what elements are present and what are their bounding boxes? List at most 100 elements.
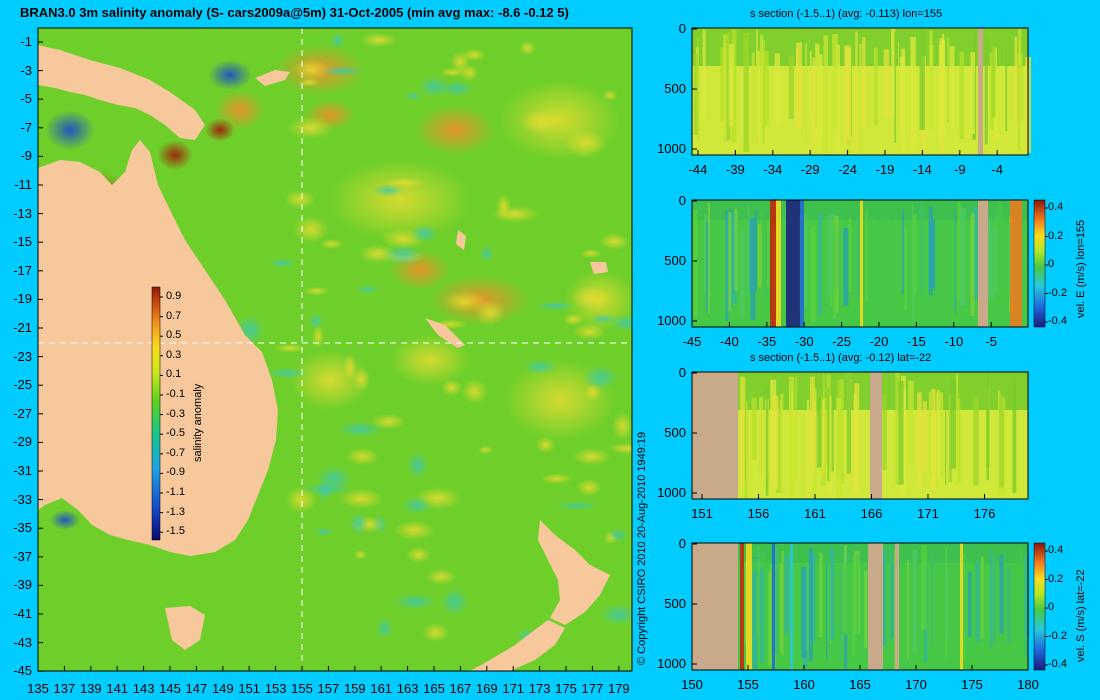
- section-jet: [770, 200, 776, 327]
- map-texture-patch: [496, 193, 512, 219]
- lon-tick-label: 135: [27, 681, 49, 696]
- salinity-map: [38, 28, 632, 671]
- section-streak: [744, 377, 746, 480]
- section-streak: [920, 201, 924, 294]
- vel-colorbar-tick-label: 0.4: [1048, 201, 1064, 213]
- section-y-tick-label: 500: [664, 596, 686, 611]
- map-texture-patch: [402, 92, 424, 101]
- section-streak: [726, 31, 731, 141]
- section-streak: [826, 563, 828, 661]
- lon-tick-label: 177: [581, 681, 604, 696]
- section-streak: [922, 401, 927, 472]
- section-land: [895, 543, 899, 670]
- map-anomaly-patch: [50, 510, 80, 530]
- section-streak: [997, 201, 1003, 326]
- section-streak: [981, 556, 984, 638]
- land-tasmania: [165, 606, 205, 650]
- map-texture-patch: [580, 249, 602, 259]
- map-colorbar-tick-label: -0.1: [166, 388, 185, 400]
- section-jet: [772, 543, 775, 670]
- map-texture-patch: [523, 359, 558, 375]
- section-panel-4: [691, 542, 1030, 671]
- section-streak: [822, 399, 825, 476]
- map-texture-patch: [339, 488, 384, 509]
- section-streak: [936, 389, 940, 478]
- section-streak: [723, 34, 729, 143]
- section-streak: [898, 42, 900, 133]
- map-texture-patch: [330, 32, 346, 49]
- section-x-tick-label: 166: [860, 506, 883, 521]
- map-texture-patch: [608, 528, 629, 543]
- section-x-tick-label: -24: [838, 162, 857, 177]
- vel-colorbar-tick-label: 0.2: [1048, 572, 1064, 585]
- map-colorbar-label: salinity anomaly: [192, 383, 204, 462]
- lat-tick-label: -41: [13, 606, 32, 621]
- section-streak: [734, 208, 738, 292]
- section-x-tick-label: 150: [681, 677, 703, 692]
- section-streak: [967, 572, 972, 637]
- section-y-tick-label: 0: [678, 365, 686, 380]
- main-title: BRAN3.0 3m salinity anomaly (S- cars2009…: [20, 5, 569, 20]
- section-land: [978, 200, 988, 327]
- section-x-tick-label: 156: [747, 506, 770, 521]
- map-colorbar: [151, 286, 161, 541]
- section-streak: [829, 547, 835, 641]
- section-streak: [901, 48, 905, 153]
- lon-tick-label: 173: [528, 681, 551, 696]
- section-streak: [990, 549, 992, 648]
- section-streak: [880, 549, 887, 647]
- map-anomaly-patch: [415, 105, 495, 155]
- section-streak: [912, 202, 914, 323]
- section-x-tick-label: 151: [691, 506, 713, 521]
- vel-e-colorbar: [1033, 199, 1046, 328]
- map-texture-patch: [410, 224, 439, 243]
- map-colorbar-tick-label: 0.1: [166, 368, 182, 381]
- section-streak: [1005, 48, 1008, 132]
- section-streak: [853, 394, 857, 494]
- section-streak: [862, 37, 866, 130]
- map-texture-patch: [308, 313, 324, 330]
- section-x-tick-label: -34: [763, 162, 783, 177]
- section-streak: [832, 34, 838, 129]
- section-streak: [776, 400, 783, 493]
- section-streak: [895, 373, 900, 485]
- section-streak: [997, 390, 1001, 498]
- lat-tick-label: -5: [20, 91, 32, 107]
- map-texture-patch: [584, 383, 602, 402]
- lon-tick-label: 165: [423, 681, 445, 696]
- section-panel-2: [691, 199, 1029, 328]
- section-land: [868, 543, 883, 670]
- section-streak: [827, 395, 832, 492]
- section-streak: [891, 562, 894, 638]
- lon-tick-label: 171: [502, 681, 525, 696]
- section-streak: [756, 50, 761, 139]
- section-streak: [765, 229, 767, 295]
- map-texture-patch: [349, 512, 369, 535]
- section-streak: [759, 396, 763, 476]
- section-x-tick-label: -15: [906, 334, 926, 349]
- lon-tick-label: 151: [238, 681, 261, 696]
- lat-tick-label: -43: [13, 634, 32, 650]
- section-streak: [697, 38, 699, 141]
- section-streak: [805, 43, 807, 144]
- section-streak: [836, 397, 842, 498]
- section-streak: [957, 202, 961, 301]
- section-y-tick-label: 500: [664, 253, 686, 268]
- section-land: [692, 543, 738, 670]
- map-texture-patch: [337, 421, 384, 438]
- lon-tick-label: 141: [106, 681, 129, 696]
- section-streak: [809, 51, 812, 118]
- section-streak: [939, 392, 944, 477]
- section-streak: [908, 380, 914, 465]
- lon-tick-label: 153: [264, 681, 287, 696]
- section-streak: [973, 396, 979, 486]
- section-streak: [808, 548, 813, 661]
- section-streak: [912, 214, 917, 295]
- section-streak: [796, 47, 798, 129]
- map-texture-patch: [442, 290, 487, 312]
- section-streak: [929, 30, 933, 131]
- section-x-tick-label: -4: [991, 162, 1003, 177]
- section-streak: [839, 566, 842, 659]
- section-streak: [765, 386, 769, 496]
- section-streak: [801, 566, 807, 658]
